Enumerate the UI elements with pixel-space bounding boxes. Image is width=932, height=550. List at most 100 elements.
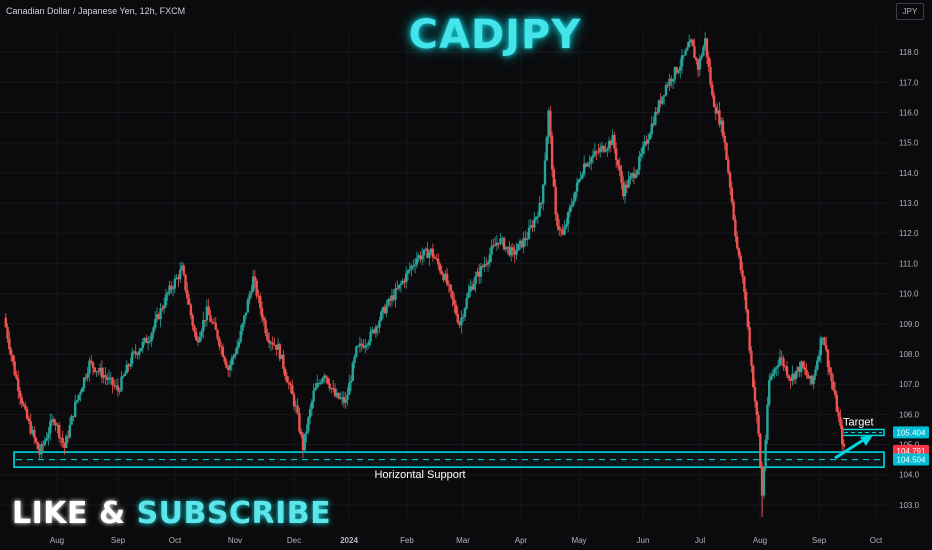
price-axis[interactable]: 103.0104.0105.0106.0107.0108.0109.0110.0… (890, 0, 932, 550)
price-tick-label: 107.0 (899, 380, 920, 389)
candle-body (57, 424, 61, 438)
candle-body (429, 248, 433, 253)
candle-body (445, 273, 449, 285)
candle-body (490, 246, 493, 255)
candle-body (501, 238, 504, 240)
candle-body (702, 46, 705, 56)
candle-body (244, 312, 248, 316)
candle-body (387, 298, 390, 306)
candle-body (63, 442, 66, 448)
candle-body (533, 219, 536, 228)
candle-body (552, 169, 556, 187)
candle-body (520, 240, 524, 248)
candle-body (661, 96, 664, 104)
candle-body (442, 274, 445, 281)
candle-body (735, 236, 739, 249)
symbol-description: Canadian Dollar / Japanese Yen, 12h, FXC… (6, 6, 186, 16)
candle-body (575, 182, 579, 192)
currency-badge[interactable]: JPY (896, 3, 924, 20)
candle-body (636, 169, 639, 175)
price-label-text-target: 105.404 (897, 428, 926, 437)
candle-body (362, 345, 365, 348)
candle-body (264, 320, 267, 334)
candle-body (132, 351, 136, 353)
candle-body (22, 403, 25, 406)
candle-body (34, 437, 38, 443)
candle-body (253, 276, 257, 281)
candle-body (556, 214, 559, 227)
candle-body (207, 306, 210, 316)
time-tick-label: Aug (50, 536, 64, 545)
candle-body (70, 415, 73, 425)
candle-body (25, 409, 29, 419)
candle-body (511, 247, 515, 251)
candle-body (59, 437, 63, 439)
candle-body (611, 135, 614, 146)
candle-body (342, 397, 346, 403)
candle-body (349, 380, 353, 383)
candle-body (467, 292, 470, 298)
candle-body (757, 415, 760, 434)
candle-body (492, 245, 495, 247)
candle-body (401, 280, 404, 284)
candle-body (655, 111, 659, 113)
candle-body (508, 246, 511, 256)
annotations (834, 434, 873, 460)
time-tick-label: Sep (111, 536, 126, 545)
candle-body (109, 377, 112, 379)
candle-body (789, 378, 792, 381)
candle-body (648, 133, 652, 140)
candle-body (173, 278, 177, 289)
candle-body (808, 375, 812, 379)
candle-body (45, 438, 48, 441)
candle-body (502, 238, 506, 250)
candle-body (463, 308, 467, 317)
candle-body (622, 182, 625, 197)
candle-body (339, 397, 342, 399)
time-tick-label: Jul (695, 536, 705, 545)
candle-body (138, 351, 141, 356)
candle-body (696, 60, 700, 70)
time-axis[interactable]: Aug Sep Oct Nov Dec 2024 Feb Mar Apr May Jun Jul Aug… (50, 536, 883, 545)
candle-body (209, 315, 212, 322)
candle-body (659, 100, 662, 104)
candle-body (620, 170, 623, 183)
time-tick-label: May (571, 536, 586, 545)
candle-body (77, 394, 80, 401)
candle-body (40, 444, 43, 455)
candle-body (504, 246, 508, 250)
candle-body (810, 375, 814, 384)
candle-body (33, 429, 36, 438)
candle-body (269, 342, 273, 344)
time-tick-label: Oct (870, 536, 883, 545)
candle-body (177, 277, 180, 280)
candle-body (547, 110, 550, 138)
candle-body (509, 247, 513, 256)
candle-body (716, 110, 719, 114)
candle-body (495, 242, 499, 246)
candle-body (732, 201, 735, 220)
candle-body (744, 292, 748, 310)
candle-body (618, 165, 621, 171)
candle-body (79, 392, 82, 395)
candle-body (588, 162, 591, 165)
time-tick-label: Oct (169, 536, 182, 545)
candle-body (837, 411, 840, 417)
candle-body (301, 434, 305, 451)
candle-body (461, 316, 465, 318)
candle-body (157, 314, 161, 320)
candle-body (266, 333, 269, 341)
candle-body (792, 373, 796, 380)
candle-body (554, 186, 557, 215)
candle-body (308, 409, 312, 418)
candle-body (518, 240, 522, 244)
candle-body (506, 246, 509, 248)
candle-body (739, 255, 742, 271)
candle-body (406, 270, 410, 274)
price-tick-label: 106.0 (899, 410, 920, 419)
price-tick-label: 118.0 (899, 48, 919, 57)
candle-body (481, 266, 484, 268)
candle-body (677, 70, 680, 73)
candle-body (602, 145, 605, 152)
